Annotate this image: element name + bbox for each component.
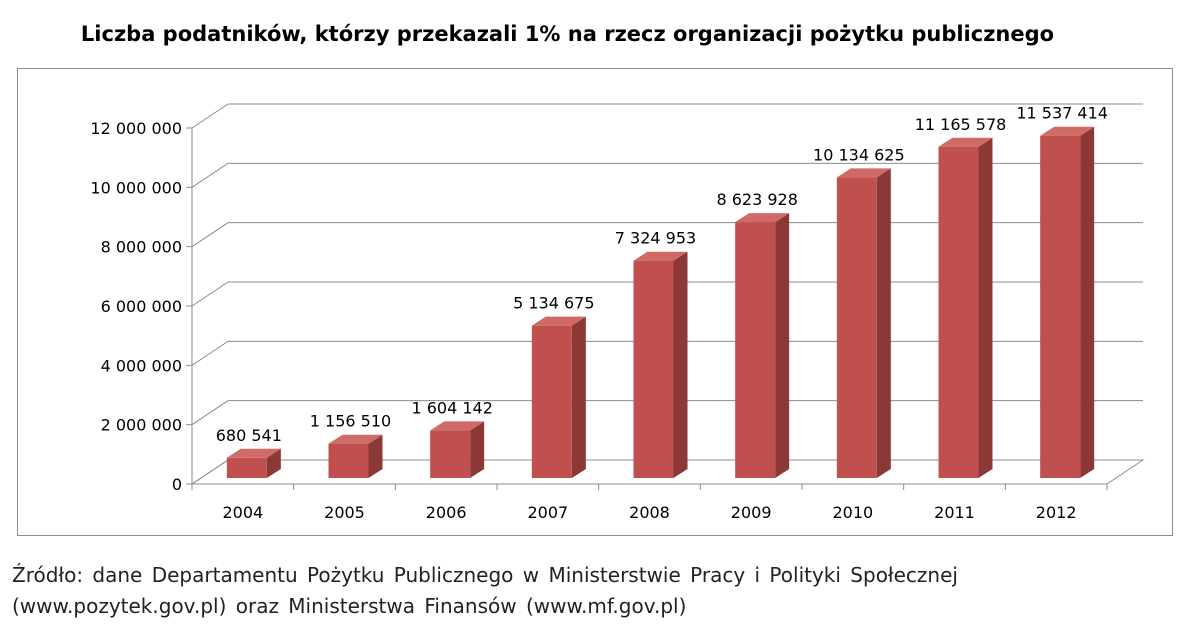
data-label: 8 623 928 — [716, 190, 797, 209]
y-tick-label: 12 000 000 — [90, 119, 182, 138]
data-label: 11 537 414 — [1016, 104, 1108, 123]
source-line-1: Źródło: dane Departamentu Pożytku Public… — [12, 563, 958, 587]
bar-side — [266, 448, 281, 478]
bar-top — [633, 251, 688, 261]
chart-area: 0 2 000 000 4 000 000 6 000 000 8 000 000 10 … — [17, 68, 1173, 536]
y-tick-label: 2 000 000 — [101, 416, 182, 435]
bar — [1040, 126, 1095, 478]
bar — [836, 168, 891, 478]
bar-side — [978, 137, 993, 478]
bar-side — [1080, 126, 1095, 478]
data-label: 5 134 675 — [513, 294, 594, 313]
bar — [430, 421, 485, 478]
chart-title: Liczba podatników, którzy przekazali 1% … — [80, 22, 1055, 46]
y-tick-label: 10 000 000 — [90, 178, 182, 197]
bar-side — [571, 316, 586, 478]
bar — [226, 448, 281, 478]
bar-front — [226, 457, 267, 478]
bar-top — [226, 448, 281, 458]
x-tick-label: 2012 — [1036, 503, 1077, 522]
source-line-2: (www.pozytek.gov.pl) oraz Ministerstwa F… — [12, 594, 687, 618]
bar-top — [938, 137, 993, 147]
y-tick-label: 6 000 000 — [101, 297, 182, 316]
bar-side — [368, 434, 383, 478]
bar-front — [938, 146, 979, 478]
data-label: 1 604 142 — [411, 398, 492, 417]
bar-front — [633, 260, 674, 478]
bar-front — [735, 222, 776, 478]
data-label: 7 324 953 — [615, 229, 696, 248]
x-tick-label: 2009 — [731, 503, 772, 522]
bar-front — [1040, 135, 1081, 478]
bar — [531, 316, 586, 478]
x-tick-label: 2004 — [222, 503, 263, 522]
bar — [328, 434, 383, 478]
x-tick-label: 2005 — [324, 503, 365, 522]
data-label: 10 134 625 — [813, 145, 905, 164]
bar-front — [531, 325, 572, 478]
bar-side — [775, 213, 790, 478]
bar-side — [673, 251, 688, 478]
bar-chart: 0 2 000 000 4 000 000 6 000 000 8 000 000 10 … — [90, 103, 1145, 522]
x-tick-label: 2011 — [934, 503, 975, 522]
data-label: 11 165 578 — [915, 115, 1007, 134]
data-label: 1 156 510 — [310, 412, 391, 431]
x-tick-label: 2008 — [629, 503, 670, 522]
bar-front — [836, 177, 877, 478]
bar-top — [1040, 126, 1095, 136]
gridline — [191, 103, 1143, 129]
bar-front — [328, 443, 369, 478]
bar — [938, 137, 993, 478]
bar-side — [876, 168, 891, 478]
bar-top — [735, 213, 790, 223]
x-tick-label: 2007 — [527, 503, 568, 522]
bar-top — [836, 168, 891, 178]
bar-front — [430, 430, 471, 478]
y-tick-label: 0 — [172, 475, 182, 494]
bar-side — [470, 421, 485, 478]
bar-top — [328, 434, 383, 444]
bar-top — [430, 421, 485, 431]
bar — [735, 213, 790, 478]
source-note: Źródło: dane Departamentu Pożytku Public… — [12, 560, 1192, 622]
y-tick-label: 8 000 000 — [101, 238, 182, 257]
x-tick-label: 2006 — [426, 503, 467, 522]
y-tick-label: 4 000 000 — [101, 356, 182, 375]
gridline — [191, 162, 1143, 188]
x-tick-label: 2010 — [832, 503, 873, 522]
data-label: 680 541 — [216, 426, 282, 445]
bar-top — [531, 316, 586, 326]
bar — [633, 251, 688, 478]
